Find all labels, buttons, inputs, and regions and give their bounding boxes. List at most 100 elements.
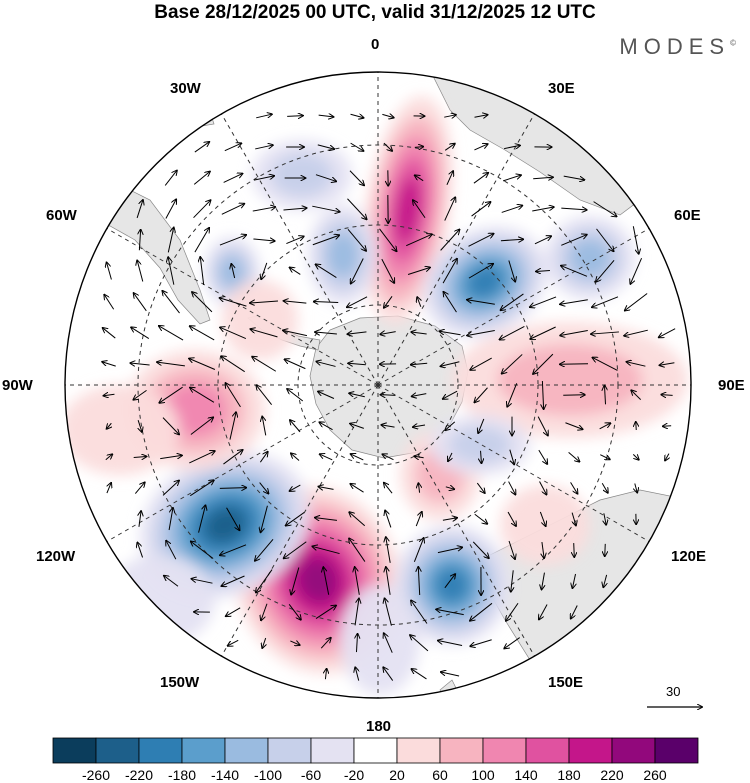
wind-arrow — [262, 637, 265, 648]
wind-arrow — [539, 604, 548, 620]
map-disk — [65, 72, 691, 698]
wind-arrow — [386, 567, 391, 595]
legend-tick-label: -100 — [254, 767, 282, 783]
wind-arrow — [444, 115, 456, 117]
wind-arrow — [160, 455, 182, 458]
wind-arrow — [167, 228, 173, 253]
wind-arrow — [351, 454, 364, 461]
wind-arrow — [159, 326, 184, 341]
wind-arrow — [506, 602, 519, 620]
brand-text: MODES — [619, 34, 731, 59]
wind-arrow — [262, 417, 267, 436]
wind-arrow — [256, 569, 273, 593]
wind-arrow — [350, 142, 364, 151]
wind-arrow — [350, 424, 364, 429]
lon-label-180: 180 — [366, 718, 392, 735]
meridian — [217, 107, 379, 386]
lon-label-30e: 30E — [548, 80, 575, 97]
legend-tick-label: -20 — [344, 767, 364, 783]
wind-arrow — [560, 299, 588, 304]
wind-arrow — [444, 292, 457, 313]
reference-vector-label: 30 — [666, 684, 681, 699]
wind-arrow — [189, 451, 214, 464]
wind-arrow — [283, 208, 306, 210]
wind-arrow — [631, 390, 642, 400]
wind-arrow — [220, 327, 247, 340]
wind-arrow — [601, 483, 608, 492]
wind-arrow — [444, 197, 455, 221]
wind-arrow — [561, 235, 586, 246]
meridian — [100, 384, 379, 546]
wind-arrow — [165, 199, 176, 219]
wind-arrow — [312, 235, 339, 246]
legend-swatch — [654, 737, 699, 764]
wind-arrow — [530, 296, 557, 307]
wind-arrow — [501, 206, 523, 213]
wind-arrow — [508, 540, 515, 559]
wind-arrow — [319, 422, 333, 431]
lon-label-90e: 90E — [718, 377, 745, 394]
wind-arrow — [159, 386, 183, 403]
wind-arrow — [537, 416, 548, 436]
wind-arrow — [323, 567, 330, 595]
wind-arrow — [596, 228, 614, 251]
wind-arrow — [572, 573, 575, 588]
wind-arrow — [382, 114, 393, 117]
wind-arrow — [290, 484, 301, 491]
wind-arrow — [507, 511, 516, 526]
legend-swatch — [267, 737, 312, 764]
wind-arrow — [539, 481, 547, 495]
map-boundary — [64, 71, 692, 699]
legend-swatch — [95, 737, 140, 764]
legend-tick-label: 260 — [643, 767, 667, 783]
wind-arrow — [221, 204, 244, 215]
anomaly-contour — [65, 385, 180, 475]
wind-arrow — [320, 638, 330, 649]
wind-arrow — [414, 147, 423, 148]
wind-arrow — [190, 417, 213, 435]
wind-arrow — [189, 359, 216, 370]
wind-arrow — [347, 296, 368, 307]
wind-arrow — [219, 488, 246, 489]
wind-arrow — [627, 362, 646, 367]
legend-tick-label: -260 — [82, 767, 110, 783]
wind-arrow — [592, 296, 619, 307]
wind-arrow — [384, 483, 393, 494]
legend-swatch — [439, 737, 484, 764]
wind-arrow — [104, 394, 115, 395]
wind-arrow — [200, 257, 205, 285]
wind-arrow — [104, 295, 115, 310]
wind-arrow — [663, 426, 672, 427]
wind-arrow — [630, 257, 643, 284]
wind-arrow — [624, 329, 648, 336]
wind-arrow — [107, 422, 112, 428]
wind-arrow — [134, 293, 147, 312]
wind-arrow — [411, 363, 428, 364]
wind-arrow — [220, 544, 247, 555]
wind-arrow — [317, 144, 334, 149]
wind-arrow — [474, 144, 487, 151]
wind-arrow — [380, 332, 396, 335]
wind-arrow — [291, 567, 300, 595]
wind-arrow — [501, 293, 524, 310]
wind-arrow — [593, 358, 618, 371]
lon-label-120e: 120E — [671, 548, 707, 565]
legend-tick-label: -60 — [301, 767, 321, 783]
wind-arrow — [288, 604, 301, 619]
wind-arrow — [418, 567, 419, 596]
wind-arrow — [325, 669, 326, 680]
wind-arrow — [162, 481, 179, 496]
meridian — [100, 224, 379, 386]
legend-swatch — [396, 737, 441, 764]
wind-arrow — [355, 567, 360, 595]
wind-arrow — [223, 174, 243, 183]
wind-arrow — [446, 171, 453, 186]
wind-arrow — [474, 387, 488, 403]
wind-arrow — [198, 505, 206, 533]
wind-arrow — [224, 143, 241, 152]
wind-arrow — [261, 603, 268, 620]
wind-arrow — [442, 259, 457, 284]
brand-logo: MODES© — [619, 34, 736, 60]
wind-arrow — [231, 264, 234, 279]
